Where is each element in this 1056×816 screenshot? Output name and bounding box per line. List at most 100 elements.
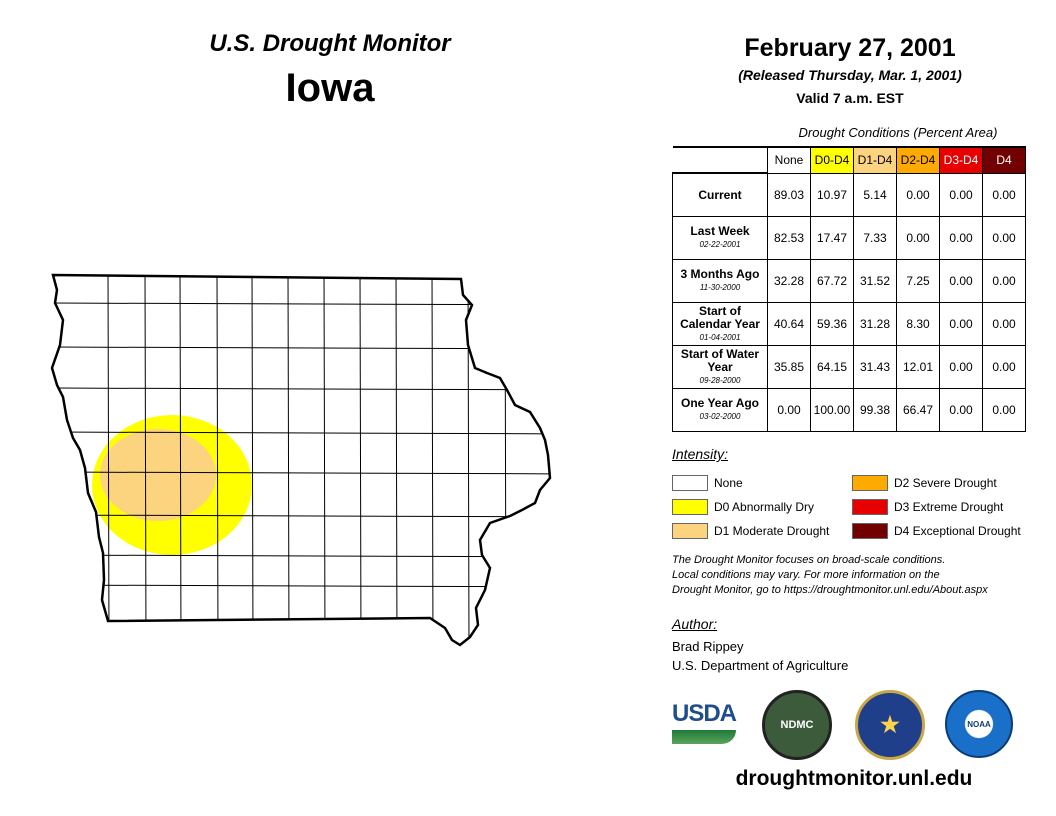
cell-value: 31.52	[853, 259, 897, 303]
disclaimer-note: The Drought Monitor focuses on broad-sca…	[672, 553, 1052, 598]
state-name: Iowa	[285, 66, 375, 110]
cell-value: 5.14	[853, 172, 897, 217]
cell-value: 17.47	[810, 216, 854, 260]
row-date: 11-30-2000	[699, 283, 741, 292]
legend-item: D1 Moderate Drought	[672, 519, 852, 543]
legend-item: None	[672, 471, 852, 495]
row-label-text: Start of Calendar Year	[680, 303, 760, 331]
row-label: Last Week 02-22-2001	[672, 216, 768, 260]
cell-value: 67.72	[810, 259, 854, 303]
legend-title: Intensity:	[672, 446, 729, 462]
county-line	[323, 275, 326, 645]
legend-label: D0 Abnormally Dry	[714, 500, 815, 514]
d1-moderate-drought-area	[100, 429, 216, 521]
cell-value: 0.00	[896, 216, 940, 260]
cell-value: 0.00	[896, 172, 940, 217]
legend-swatch	[672, 475, 708, 491]
legend-swatch	[852, 523, 888, 539]
website-url[interactable]: droughtmonitor.unl.edu	[735, 767, 973, 790]
noaa-logo-text: NOAA	[967, 719, 991, 729]
cell-value: 31.43	[853, 345, 897, 389]
legend-item: D4 Exceptional Drought	[852, 519, 1042, 543]
county-line	[52, 471, 550, 475]
cell-value: 10.97	[810, 172, 854, 217]
county-line	[216, 275, 219, 645]
cell-value: 64.15	[810, 345, 854, 389]
county-line	[251, 275, 254, 645]
county-line	[52, 431, 550, 435]
table-row: One Year Ago 03-02-2000 0.00 100.00 99.38 66.…	[672, 388, 1026, 432]
cell-value: 8.30	[896, 302, 940, 346]
legend-swatch	[852, 475, 888, 491]
county-line	[179, 275, 182, 645]
cell-value: 0.00	[939, 172, 983, 217]
cell-value: 0.00	[982, 302, 1026, 346]
legend-label: D3 Extreme Drought	[894, 500, 1004, 514]
cell-value: 0.00	[982, 345, 1026, 389]
legend-item: D3 Extreme Drought	[852, 495, 1042, 519]
column-header: D0-D4	[810, 146, 854, 174]
author-org: U.S. Department of Agriculture	[672, 658, 849, 673]
legend-swatch	[672, 523, 708, 539]
column-header: None	[767, 146, 811, 174]
valid-time: Valid 7 a.m. EST	[796, 90, 904, 106]
cell-value: 0.00	[939, 216, 983, 260]
note-line: Local conditions may vary. For more info…	[672, 569, 940, 581]
ndmc-logo: NDMC	[762, 690, 832, 760]
table-row: Current 89.03 10.97 5.14 0.00 0.00 0.00	[672, 172, 1026, 217]
map-date: February 27, 2001	[744, 34, 956, 62]
cell-value: 82.53	[767, 216, 811, 260]
cell-value: 0.00	[982, 216, 1026, 260]
author-name: Brad Rippey	[672, 639, 744, 654]
cell-value: 89.03	[767, 172, 811, 217]
row-label-text: Start of Water Year	[680, 346, 760, 374]
row-label: Start of Calendar Year 01-04-2001	[672, 302, 768, 346]
county-line	[287, 275, 290, 645]
release-date: (Released Thursday, Mar. 1, 2001)	[738, 67, 962, 83]
iowa-map	[50, 273, 552, 647]
row-label: 3 Months Ago 11-30-2000	[672, 259, 768, 303]
cell-value: 0.00	[767, 388, 811, 432]
table-row: Start of Calendar Year 01-04-2001 40.64 59.…	[672, 302, 1026, 346]
intensity-legend: None D0 Abnormally Dry D1 Moderate Drought…	[672, 471, 1042, 543]
cell-value: 0.00	[939, 388, 983, 432]
row-label-text: One Year Ago	[680, 396, 760, 410]
cell-value: 12.01	[896, 345, 940, 389]
legend-item: D0 Abnormally Dry	[672, 495, 852, 519]
map-title: U.S. Drought Monitor	[209, 30, 451, 57]
row-date: 02-22-2001	[699, 240, 741, 249]
row-label: Current	[672, 172, 768, 217]
row-label-text: Last Week	[690, 224, 750, 238]
table-caption: Drought Conditions (Percent Area)	[798, 125, 998, 140]
state-outline	[50, 273, 552, 647]
cell-value: 0.00	[939, 302, 983, 346]
note-line: Drought Monitor, go to https://droughtmo…	[672, 584, 988, 596]
author-info: Brad Rippey U.S. Department of Agricultu…	[672, 637, 848, 675]
drought-conditions-table: None D0-D4 D1-D4 D2-D4 D3-D4 D4 Current 89.03 1…	[672, 146, 1026, 432]
cell-value: 31.28	[853, 302, 897, 346]
cell-value: 0.00	[982, 259, 1026, 303]
county-line	[504, 275, 507, 645]
legend-swatch	[672, 499, 708, 515]
column-header: D2-D4	[896, 146, 940, 174]
row-label: Start of Water Year 09-28-2000	[672, 345, 768, 389]
legend-swatch	[852, 499, 888, 515]
cell-value: 99.38	[853, 388, 897, 432]
table-row: Start of Water Year 09-28-2000 35.85 64.15 3…	[672, 345, 1026, 389]
row-date: 03-02-2000	[699, 412, 741, 421]
noaa-logo: NOAA	[945, 690, 1013, 758]
note-line: The Drought Monitor focuses on broad-sca…	[672, 554, 946, 566]
table-row: 3 Months Ago 11-30-2000 32.28 67.72 31.52 7.2…	[672, 259, 1026, 303]
cell-value: 0.00	[939, 259, 983, 303]
column-header: D4	[982, 146, 1026, 174]
cell-value: 59.36	[810, 302, 854, 346]
row-label-text: Current	[698, 187, 742, 202]
county-line	[359, 275, 362, 645]
legend-item: D2 Severe Drought	[852, 471, 1042, 495]
cell-value: 100.00	[810, 388, 854, 432]
legend-label: D1 Moderate Drought	[714, 524, 830, 538]
author-title: Author:	[672, 616, 718, 632]
cell-value: 66.47	[896, 388, 940, 432]
row-date: 01-04-2001	[699, 332, 741, 342]
legend-label: D2 Severe Drought	[894, 476, 997, 490]
